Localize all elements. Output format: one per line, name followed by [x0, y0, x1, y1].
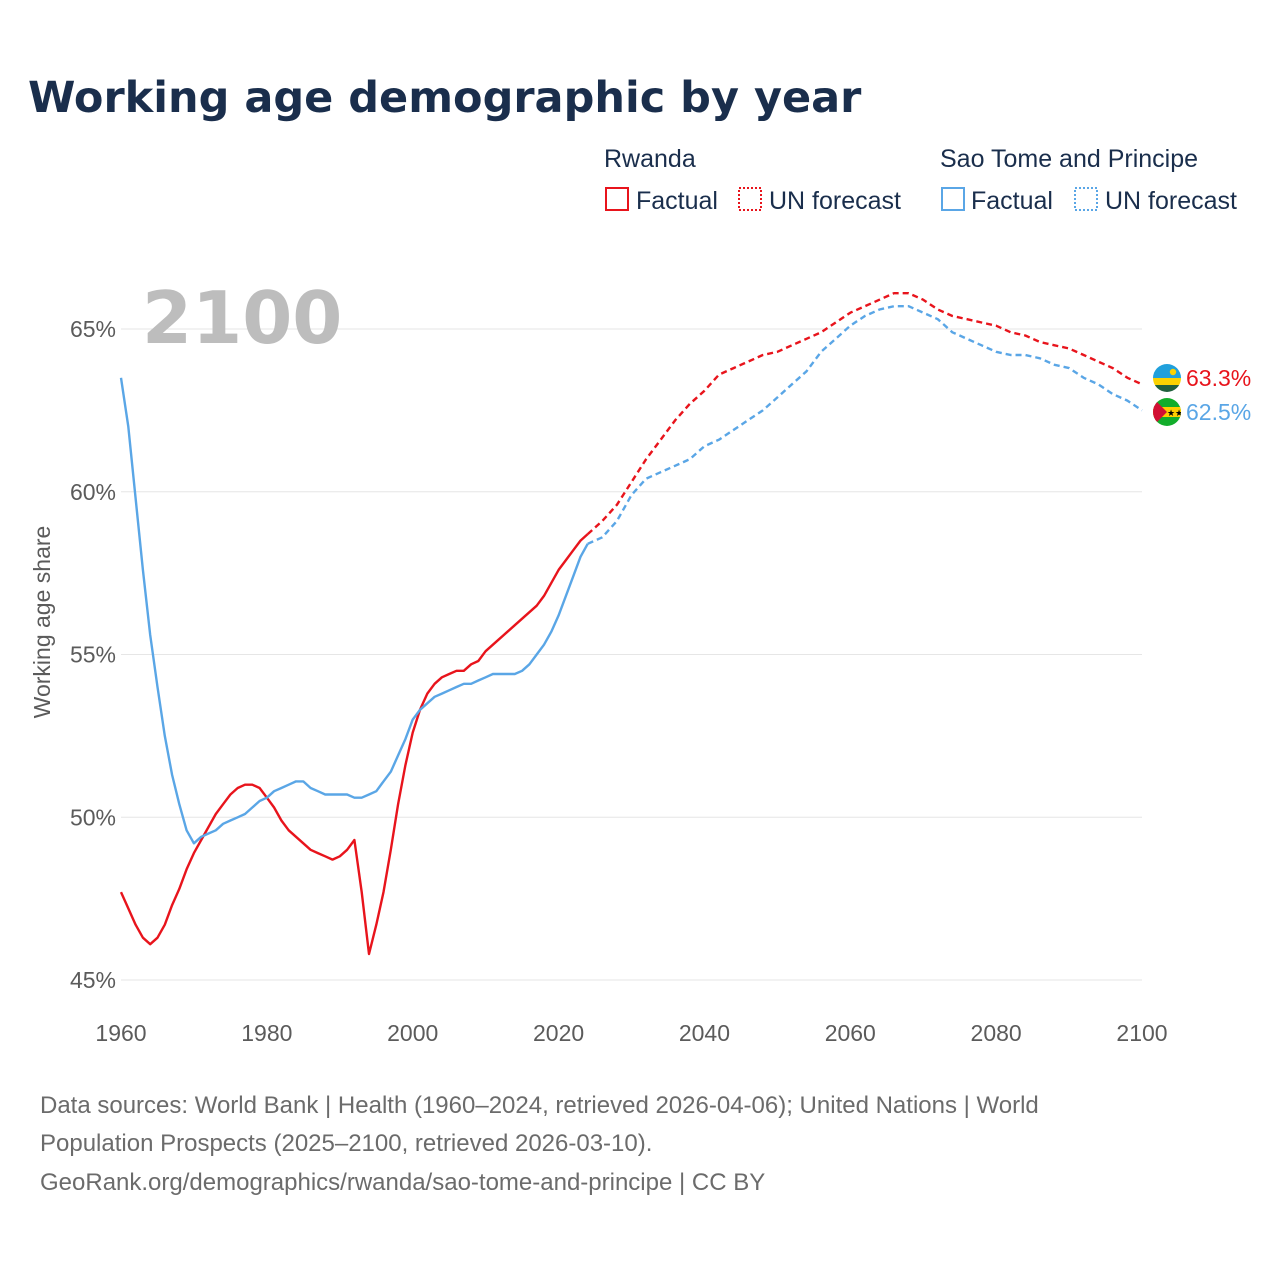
gridlines [121, 328, 1142, 981]
legend-label-sao-tome-forecast: UN forecast [1105, 187, 1237, 215]
y-axis: 45% 50% 55% 60% 65% [70, 316, 116, 993]
series-line-rwanda-factual [119, 533, 589, 956]
y-tick-label: 65% [70, 316, 116, 342]
x-tick-label: 1960 [95, 1020, 146, 1046]
legend-country-rwanda: Rwanda [604, 145, 696, 173]
series-line-sao-tome-and-principe-factual [119, 377, 589, 845]
legend-label-rwanda-forecast: UN forecast [769, 187, 901, 215]
year-watermark: 2100 [142, 276, 342, 360]
x-tick-label: 2080 [971, 1020, 1022, 1046]
legend: Rwanda Factual UN forecast Sao Tome and … [604, 145, 1237, 215]
legend-label-rwanda-factual: Factual [636, 187, 718, 215]
legend-country-sao-tome: Sao Tome and Principe [940, 145, 1198, 173]
x-tick-label: 2100 [1116, 1020, 1167, 1046]
legend-swatch-sao-tome-factual [941, 187, 965, 211]
y-tick-label: 55% [70, 642, 116, 668]
source-line-1: Data sources: World Bank | Health (1960–… [40, 1092, 1039, 1119]
y-tick-label: 60% [70, 479, 116, 505]
x-tick-label: 1980 [241, 1020, 292, 1046]
series-line-sao-tome-and-principe-forecast [587, 305, 1143, 545]
sao-tome-flag-icon: ★★ [1153, 398, 1183, 426]
y-axis-label: Working age share [29, 526, 55, 719]
svg-text:★★: ★★ [1167, 409, 1183, 419]
page-title: Working age demographic by year [28, 73, 862, 123]
legend-label-sao-tome-factual: Factual [971, 187, 1053, 215]
rwanda-flag-icon [1153, 364, 1181, 392]
series-line-rwanda-forecast [586, 292, 1143, 535]
source-line-2: Population Prospects (2025–2100, retriev… [40, 1130, 652, 1157]
end-label-sao-tome: 62.5% [1186, 399, 1251, 425]
x-axis: 1960 1980 2000 2020 2040 2060 2080 2100 [95, 1020, 1167, 1046]
y-tick-label: 45% [70, 967, 116, 993]
end-label-rwanda: 63.3% [1186, 365, 1251, 391]
x-tick-label: 2020 [533, 1020, 584, 1046]
series-lines [119, 292, 1143, 956]
y-tick-label: 50% [70, 804, 116, 830]
x-tick-label: 2000 [387, 1020, 438, 1046]
legend-swatch-rwanda-factual [605, 187, 629, 211]
legend-swatch-rwanda-forecast [738, 187, 762, 211]
x-tick-label: 2060 [825, 1020, 876, 1046]
source-link[interactable]: GeoRank.org/demographics/rwanda/sao-tome… [40, 1169, 765, 1196]
legend-swatch-sao-tome-forecast [1074, 187, 1098, 211]
x-tick-label: 2040 [679, 1020, 730, 1046]
